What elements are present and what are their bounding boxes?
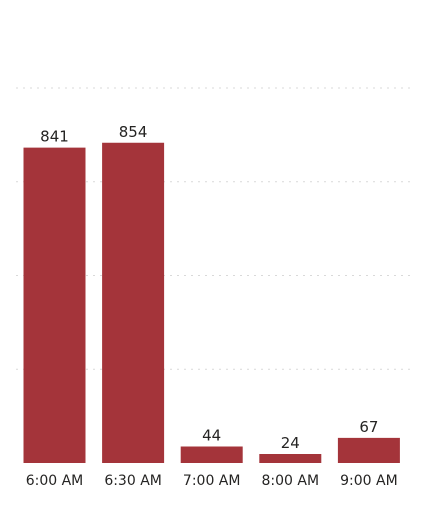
x-tick-label: 6:30 AM [104,473,162,489]
data-label: 67 [359,418,378,436]
bar[interactable] [102,142,165,463]
x-axis-tick-labels: 6:00 AM 6:30 AM 7:00 AM 8:00 AM 9:00 AM [26,473,398,489]
bar[interactable] [259,454,322,463]
x-tick-label: 9:00 AM [340,473,398,489]
x-tick-label: 6:00 AM [26,473,84,489]
x-tick-label: 8:00 AM [262,473,320,489]
data-labels: 841 854 44 24 67 [40,123,378,452]
data-label: 44 [202,427,221,445]
x-tick-label: 7:00 AM [183,473,241,489]
bar[interactable] [337,437,400,463]
data-label: 841 [40,128,69,146]
bar[interactable] [180,446,243,464]
data-label: 854 [119,123,148,141]
bars [23,142,400,464]
data-label: 24 [281,434,300,452]
bar[interactable] [23,147,86,463]
